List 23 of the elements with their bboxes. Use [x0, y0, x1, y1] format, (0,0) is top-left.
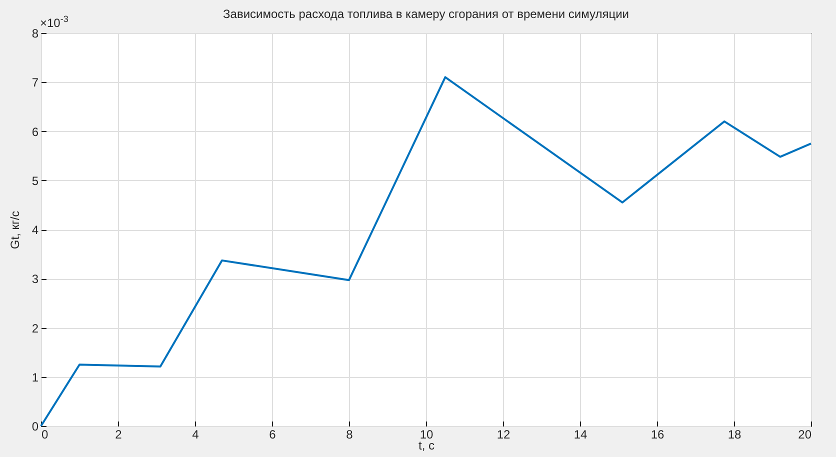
text: ×10$^{-3}$ [40, 14, 68, 30]
chart-title: Зависимость расхода топлива в камеру сгорания от времени симуляции [223, 7, 629, 21]
y-tick-label: 3 [32, 272, 39, 286]
x-tick-label: 20 [798, 428, 812, 442]
x-tick-label: 6 [269, 428, 276, 442]
x-tick-label: 10 [420, 428, 434, 442]
x-tick-label: 8 [346, 428, 354, 442]
y-tick-label: 4 [32, 223, 39, 237]
x-tick-label: 2 [115, 428, 122, 442]
y-axis-title: Gt, кг/c [8, 210, 22, 250]
x-tick-label: 16 [650, 428, 664, 442]
y-tick-label: 6 [32, 124, 39, 139]
x-tick-label: 4 [192, 428, 200, 442]
x-tick-label: 18 [728, 428, 742, 442]
y-tick-label: 1 [32, 370, 39, 384]
y-tick-label: 7 [32, 76, 39, 90]
x-tick-label: 14 [574, 428, 588, 442]
x-tick-label: 0 [42, 428, 48, 442]
x-axis-title: t, c [418, 438, 435, 452]
x-tick-label: 12 [496, 428, 510, 442]
y-tick-label: 8 [32, 26, 39, 40]
y-tick-label: 5 [32, 174, 39, 188]
y-tick-label: 2 [32, 321, 39, 336]
